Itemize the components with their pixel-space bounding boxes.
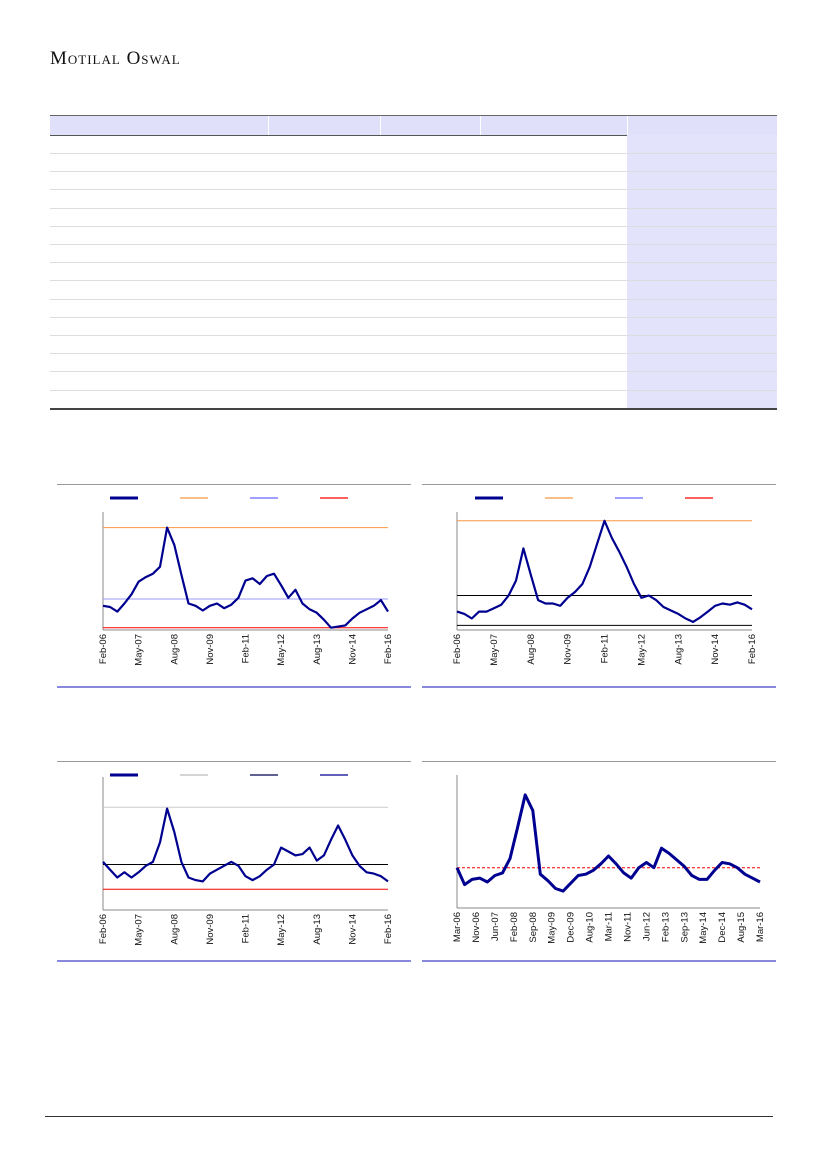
x-tick-label: May-12: [276, 634, 287, 666]
table-row: [50, 353, 777, 355]
table-row: [50, 207, 777, 209]
brand-logo: Motilal Oswal: [50, 48, 181, 69]
x-tick-label: Nov-11: [622, 912, 633, 942]
line-chart: Feb-06 May-07 Aug-08 Nov-09 Feb-11 May-12 Aug-…: [452, 496, 758, 666]
x-tick-label: Feb-16: [383, 634, 394, 664]
x-tick-label: Feb-13: [660, 912, 671, 942]
data-series-line: [102, 526, 389, 629]
x-tick-label: Jun-07: [490, 912, 501, 941]
x-tick-label: Sep-08: [528, 912, 539, 943]
x-tick-label: Nov-14: [710, 634, 721, 665]
data-series-line: [455, 793, 761, 893]
table-row: [50, 280, 777, 282]
x-tick-label: Feb-16: [383, 914, 394, 944]
line-chart: Feb-06 May-07 Aug-08 Nov-09 Feb-11 May-12 Aug-…: [98, 496, 394, 666]
x-tick-label: Feb-11: [600, 634, 611, 663]
line-chart: Feb-06 May-07 Aug-08 Nov-09 Feb-11 May-12 Aug-…: [98, 773, 394, 946]
table-row: [50, 262, 777, 264]
x-tick-label: May-07: [134, 634, 145, 666]
x-tick-label: Aug-15: [736, 912, 747, 943]
chart-4: Mar-06 Nov-06 Jun-07 Feb-08 Sep-08 May-09 Dec-…: [422, 761, 776, 963]
table-row: [50, 298, 777, 300]
x-tick-label: Jun-12: [641, 912, 652, 941]
x-tick-label: Mar-06: [452, 912, 463, 942]
x-tick-label: Nov-06: [471, 912, 482, 943]
data-series-line: [102, 807, 389, 883]
x-tick-label: Nov-09: [563, 634, 574, 665]
table-header: [50, 115, 777, 136]
x-tick-label: May-09: [547, 912, 558, 944]
x-tick-label: Aug-10: [585, 912, 596, 943]
x-tick-label: Sep-13: [679, 912, 690, 943]
highlighted-column: [627, 135, 777, 409]
footer-rule: [45, 1116, 773, 1117]
x-tick-label: Aug-13: [673, 634, 684, 665]
chart-3: Feb-06 May-07 Aug-08 Nov-09 Feb-11 May-12 Aug-…: [57, 761, 411, 963]
table-row: [50, 335, 777, 336]
x-tick-label: Dec-14: [717, 912, 728, 943]
x-tick-label: Nov-09: [205, 634, 216, 665]
x-tick-label: Aug-13: [312, 634, 323, 665]
x-tick-label: May-07: [134, 914, 145, 946]
x-tick-label: May-14: [698, 912, 709, 944]
x-tick-label: Dec-09: [566, 912, 577, 943]
table-row: [50, 225, 777, 227]
table-row: [50, 171, 777, 173]
x-tick-label: Feb-06: [452, 634, 463, 664]
x-tick-label: Nov-14: [347, 634, 358, 665]
table-row: [50, 244, 777, 245]
x-tick-label: Feb-11: [241, 634, 252, 663]
x-tick-label: Aug-08: [526, 634, 537, 665]
x-tick-label: Feb-08: [509, 912, 520, 942]
table-row: [50, 389, 777, 391]
x-tick-label: Aug-08: [169, 634, 180, 665]
x-tick-label: Aug-13: [312, 914, 323, 945]
x-tick-label: Feb-06: [98, 914, 109, 944]
x-tick-label: May-12: [276, 914, 287, 946]
table-row: [50, 371, 777, 373]
x-tick-label: Nov-09: [205, 914, 216, 945]
x-tick-label: Mar-16: [755, 912, 766, 942]
table-row: [50, 153, 777, 154]
chart-2: Feb-06 May-07 Aug-08 Nov-09 Feb-11 May-12 Aug-…: [422, 484, 776, 689]
x-tick-label: Nov-14: [347, 914, 358, 945]
x-tick-label: Mar-11: [604, 912, 615, 941]
table-row: [50, 316, 777, 318]
data-table: [50, 115, 777, 410]
line-chart: Mar-06 Nov-06 Jun-07 Feb-08 Sep-08 May-09 Dec-…: [452, 775, 766, 944]
x-tick-label: Feb-16: [747, 634, 758, 664]
x-tick-label: Aug-08: [169, 914, 180, 945]
x-tick-label: May-07: [489, 634, 500, 666]
chart-1: Feb-06 May-07 Aug-08 Nov-09 Feb-11 May-12 Aug-…: [57, 484, 411, 689]
x-tick-label: May-12: [636, 634, 647, 666]
x-tick-label: Feb-11: [241, 914, 252, 943]
x-tick-label: Feb-06: [98, 634, 109, 664]
data-series-line: [456, 519, 753, 623]
table-row: [50, 189, 777, 191]
